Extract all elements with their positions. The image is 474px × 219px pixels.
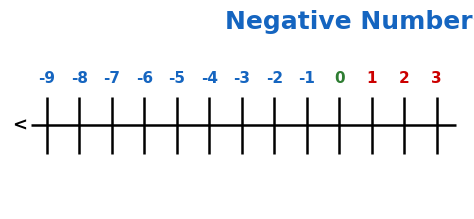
Text: Negative Numbers: Negative Numbers (225, 10, 474, 34)
Text: 1: 1 (366, 71, 377, 86)
Text: 3: 3 (431, 71, 442, 86)
Text: -4: -4 (201, 71, 218, 86)
Text: 2: 2 (399, 71, 410, 86)
Text: -1: -1 (299, 71, 315, 86)
Text: -6: -6 (136, 71, 153, 86)
Text: -3: -3 (233, 71, 250, 86)
Text: 0: 0 (334, 71, 345, 86)
Text: -5: -5 (168, 71, 185, 86)
Text: -8: -8 (71, 71, 88, 86)
Text: <: < (12, 116, 27, 134)
Text: -9: -9 (38, 71, 55, 86)
Text: -7: -7 (103, 71, 120, 86)
Text: -2: -2 (266, 71, 283, 86)
